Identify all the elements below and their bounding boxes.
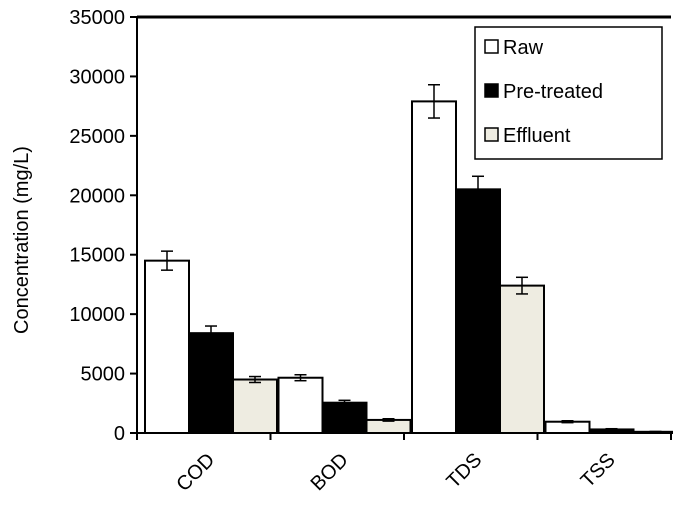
x-tick-label: TDS	[442, 449, 486, 493]
legend-label: Effluent	[503, 125, 571, 147]
legend-swatch	[484, 83, 499, 98]
bar-pre-treated-tds	[455, 188, 501, 434]
legend-swatch	[484, 127, 499, 142]
legend-label: Raw	[503, 37, 544, 59]
bar-pre-treated-cod	[188, 332, 234, 434]
y-tick-label: 0	[114, 423, 125, 445]
bar-effluent-bod	[365, 418, 412, 435]
bar-effluent-tds	[499, 284, 545, 435]
legend: Raw Pre-treated Effluent	[474, 26, 663, 160]
y-tick-label: 20000	[69, 185, 125, 207]
legend-box	[474, 26, 663, 160]
x-tick-label: COD	[172, 449, 219, 496]
bars	[144, 100, 673, 435]
y-axis-ticks: 0 5000 10000 15000 20000 25000 30000 35000	[69, 7, 137, 445]
y-tick-label: 30000	[69, 66, 125, 88]
bar-effluent-cod	[232, 378, 278, 434]
bar-raw-tds	[411, 100, 457, 434]
bar-raw-cod	[144, 259, 190, 434]
x-axis-ticks: COD BOD TDS TSS	[136, 433, 672, 496]
bar-raw-bod	[277, 376, 324, 434]
y-tick-label: 10000	[69, 304, 125, 326]
y-tick-label: 35000	[69, 7, 125, 29]
bar-pre-treated-bod	[321, 401, 368, 435]
y-tick-label: 5000	[81, 364, 126, 386]
x-tick-label: TSS	[577, 449, 620, 492]
legend-label: Pre-treated	[503, 81, 603, 103]
y-axis-title: Concentration (mg/L)	[11, 146, 33, 334]
error-bars	[161, 83, 662, 433]
y-tick-label: 15000	[69, 245, 125, 267]
y-tick-label: 25000	[69, 126, 125, 148]
x-tick-label: BOD	[307, 449, 353, 495]
legend-swatch	[484, 39, 499, 54]
